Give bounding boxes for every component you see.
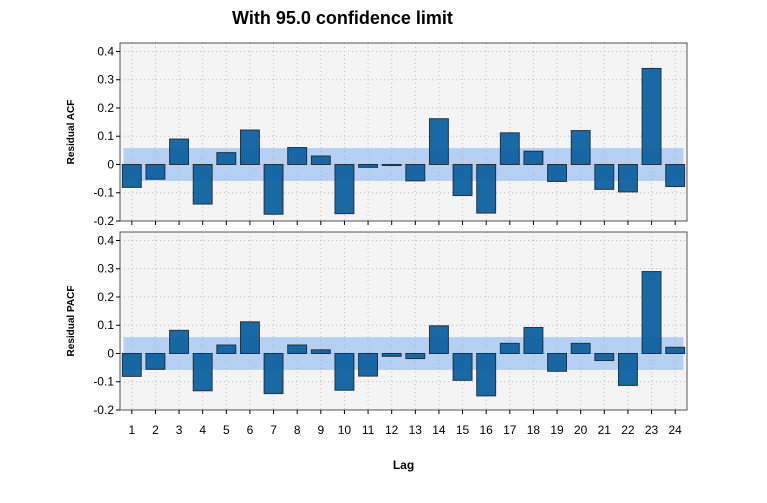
y-tick-label: 0.2 bbox=[97, 290, 114, 304]
y-tick-label: 0 bbox=[107, 157, 114, 171]
bar-lag-15 bbox=[452, 352, 473, 381]
x-tick-label: 7 bbox=[270, 423, 277, 437]
x-tick-label: 23 bbox=[645, 423, 659, 437]
x-tick-label: 18 bbox=[527, 423, 541, 437]
bar-lag-9 bbox=[310, 155, 331, 165]
x-tick-label: 22 bbox=[621, 423, 635, 437]
bar-lag-5 bbox=[216, 344, 237, 354]
x-tick-label: 9 bbox=[317, 423, 324, 437]
bar-lag-3 bbox=[169, 138, 190, 165]
bar-lag-5 bbox=[216, 152, 237, 165]
x-tick-label: 17 bbox=[503, 423, 517, 437]
x-tick-label: 4 bbox=[199, 423, 206, 437]
bar-lag-24 bbox=[665, 346, 686, 354]
bar-lag-24 bbox=[665, 163, 686, 188]
x-tick-label: 21 bbox=[598, 423, 612, 437]
bar-lag-18 bbox=[523, 326, 544, 354]
bar-lag-23 bbox=[641, 271, 662, 354]
bar-lag-17 bbox=[499, 342, 520, 354]
bar-lag-6 bbox=[239, 321, 260, 354]
bar-lag-3 bbox=[169, 329, 190, 354]
y-tick-label: 0 bbox=[107, 346, 114, 360]
bar-lag-18 bbox=[523, 150, 544, 165]
bar-lag-20 bbox=[570, 342, 591, 354]
bar-lag-12 bbox=[381, 352, 402, 357]
bar-lag-2 bbox=[145, 352, 166, 370]
x-tick-label: 24 bbox=[669, 423, 683, 437]
x-tick-label: 6 bbox=[247, 423, 254, 437]
x-tick-label: 8 bbox=[294, 423, 301, 437]
bar-lag-4 bbox=[192, 163, 213, 205]
bar-lag-13 bbox=[405, 352, 426, 360]
y-tick-label: 0.4 bbox=[97, 233, 114, 247]
x-tick-label: 3 bbox=[176, 423, 183, 437]
bar-lag-9 bbox=[310, 349, 331, 354]
bar-lag-8 bbox=[287, 147, 308, 165]
bar-lag-15 bbox=[452, 163, 473, 197]
bar-lag-2 bbox=[145, 163, 166, 180]
bar-lag-11 bbox=[358, 352, 379, 377]
x-tick-label: 12 bbox=[385, 423, 399, 437]
bar-lag-19 bbox=[547, 163, 568, 182]
bar-lag-4 bbox=[192, 352, 213, 392]
x-tick-label: 15 bbox=[456, 423, 470, 437]
bar-lag-21 bbox=[594, 163, 615, 190]
x-tick-label: 19 bbox=[550, 423, 564, 437]
y-axis-title: Residual ACF bbox=[66, 100, 77, 165]
bar-lag-7 bbox=[263, 163, 284, 215]
bar-lag-1 bbox=[121, 352, 142, 377]
bar-lag-14 bbox=[428, 325, 449, 354]
bar-lag-7 bbox=[263, 352, 284, 395]
bar-lag-23 bbox=[641, 67, 662, 165]
x-tick-label: 11 bbox=[362, 423, 375, 437]
y-tick-label: 0.4 bbox=[97, 44, 114, 58]
bar-lag-13 bbox=[405, 163, 426, 182]
x-tick-label: 16 bbox=[480, 423, 494, 437]
x-tick-label: 5 bbox=[223, 423, 230, 437]
plot-frame bbox=[119, 231, 688, 411]
bar-lag-16 bbox=[476, 163, 497, 214]
bar-lag-22 bbox=[617, 163, 638, 193]
y-tick-label: -0.1 bbox=[93, 186, 114, 200]
pacf-panel: -0.2-0.100.10.20.30.41 2 3 4 5 6 7 8 9 10 11 12 13 14… bbox=[66, 231, 688, 437]
bar-lag-8 bbox=[287, 344, 308, 354]
y-tick-label: 0.1 bbox=[97, 318, 114, 332]
bar-lag-1 bbox=[121, 163, 142, 188]
bar-lag-20 bbox=[570, 130, 591, 165]
bar-lag-10 bbox=[334, 352, 355, 391]
bar-lag-21 bbox=[594, 352, 615, 362]
y-tick-label: -0.1 bbox=[93, 375, 114, 389]
x-axis-title: Lag bbox=[392, 458, 415, 472]
chart-title: With 95.0 confidence limit bbox=[232, 8, 453, 28]
y-tick-label: 0.1 bbox=[97, 129, 114, 143]
y-axis-title: Residual PACF bbox=[66, 286, 77, 357]
bar-lag-6 bbox=[239, 129, 260, 165]
x-tick-label: 14 bbox=[432, 423, 446, 437]
y-tick-label: 0.3 bbox=[97, 262, 114, 276]
bar-lag-16 bbox=[476, 352, 497, 397]
bar-lag-11 bbox=[358, 163, 379, 168]
bar-lag-22 bbox=[617, 352, 638, 386]
bar-lag-19 bbox=[547, 352, 568, 372]
bar-lag-10 bbox=[334, 163, 355, 215]
acf-panel: -0.2 -0.1 0 0.1 0.2 0.3 0.4 Residual ACF bbox=[66, 42, 688, 228]
y-tick-label: 0.3 bbox=[97, 73, 114, 87]
plot-frame bbox=[119, 42, 688, 222]
y-tick-label: -0.2 bbox=[93, 403, 114, 417]
plot-area bbox=[120, 43, 687, 221]
x-tick-label: 20 bbox=[574, 423, 588, 437]
y-tick-label: 0.2 bbox=[97, 101, 114, 115]
x-tick-label: 13 bbox=[409, 423, 423, 437]
y-tick-label: -0.2 bbox=[93, 214, 114, 228]
bar-lag-17 bbox=[499, 132, 520, 165]
x-tick-label: 1 bbox=[128, 423, 135, 437]
x-tick-label: 2 bbox=[152, 423, 159, 437]
plot-area bbox=[120, 232, 687, 410]
bar-lag-14 bbox=[428, 118, 449, 165]
bar-lag-12 bbox=[381, 163, 402, 166]
x-tick-label: 10 bbox=[338, 423, 352, 437]
